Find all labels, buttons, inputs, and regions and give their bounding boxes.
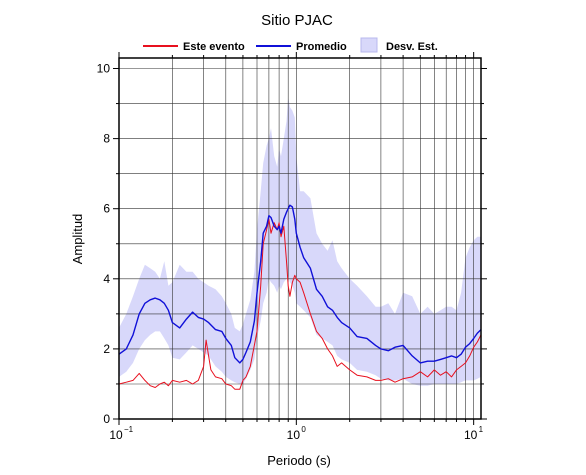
y-tick-label: 8 [103, 132, 110, 146]
y-axis-label: Amplitud [70, 214, 85, 265]
y-tick-label: 2 [103, 342, 110, 356]
series-layer [118, 204, 482, 390]
legend-std-swatch [360, 37, 378, 53]
x-tick-label: 10 [287, 428, 301, 442]
y-tick-label: 0 [103, 412, 110, 426]
plot-frame [118, 57, 482, 420]
legend-mean-label: Promedio [296, 41, 347, 53]
y-tick-label: 4 [103, 272, 110, 286]
x-tick-exponent: −1 [124, 425, 134, 434]
legend: Este evento Promedio Desv. Est. [143, 37, 438, 53]
legend-std-label: Desv. Est. [386, 41, 438, 53]
x-axis-label: Periodo (s) [267, 453, 331, 468]
std-band [119, 96, 481, 386]
x-tick-label: 10 [109, 428, 123, 442]
x-tick-exponent: 0 [301, 425, 306, 434]
grid-layer [118, 58, 481, 419]
y-tick-label: 10 [97, 62, 111, 76]
x-tick-label: 10 [464, 428, 478, 442]
mean-series-line [118, 204, 482, 364]
event-series-line [118, 218, 482, 390]
legend-event-label: Este evento [183, 41, 245, 53]
y-tick-label: 6 [103, 202, 110, 216]
std-band-layer [119, 96, 481, 386]
chart-title: Sitio PJAC [261, 12, 333, 29]
x-tick-exponent: 1 [479, 425, 484, 434]
